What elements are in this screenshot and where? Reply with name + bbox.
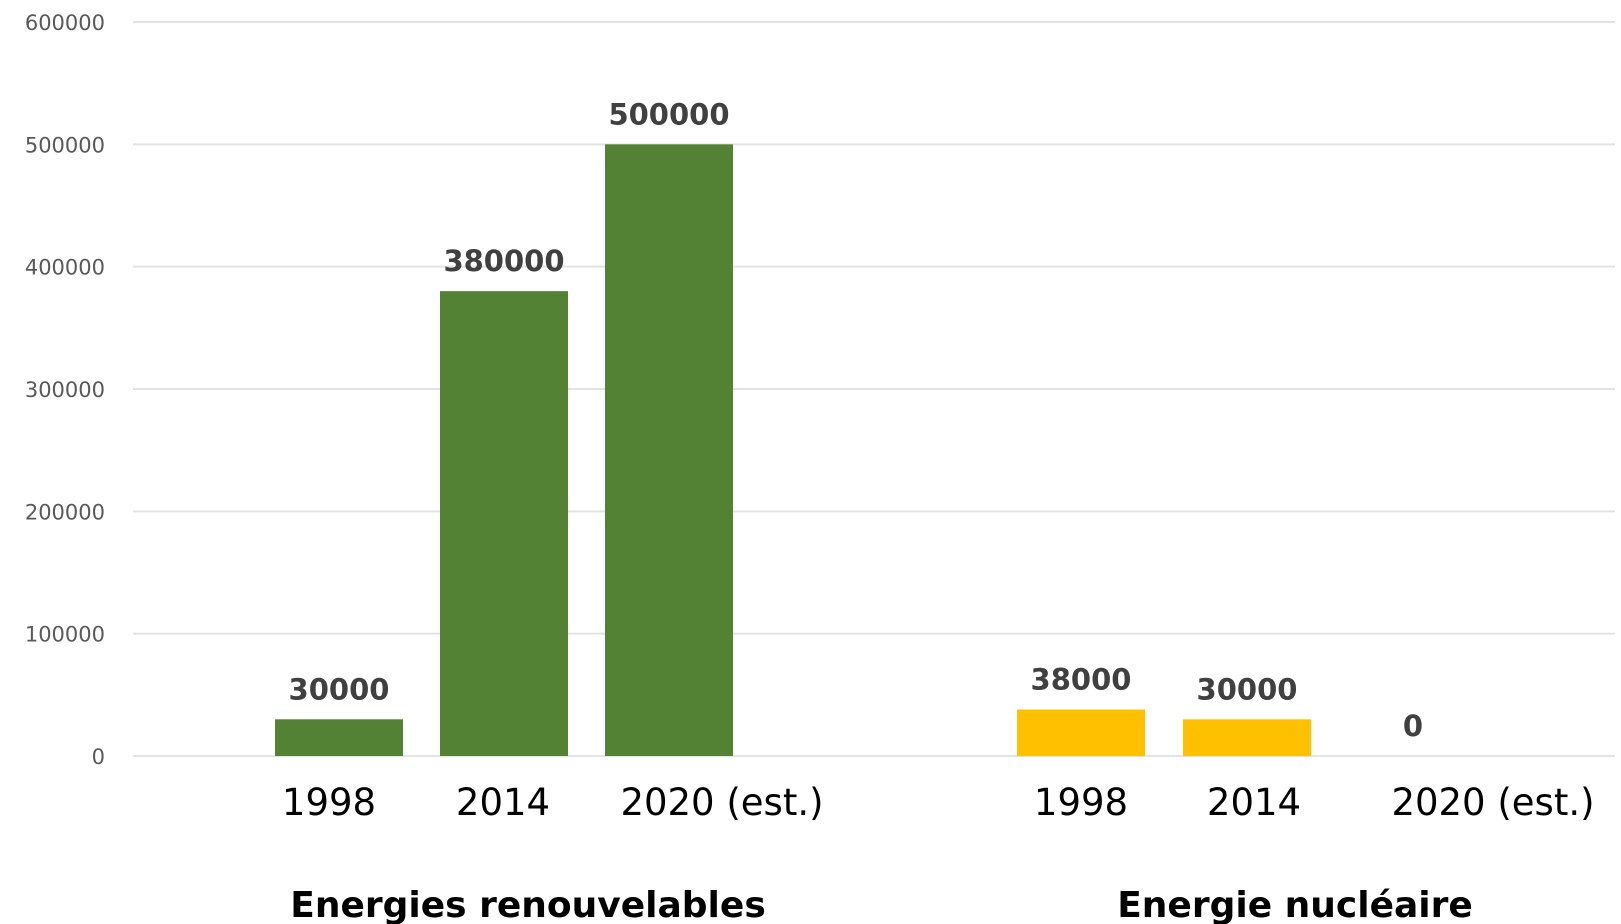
- y-tick-label: 100000: [25, 623, 105, 647]
- y-tick-label: 600000: [25, 11, 105, 35]
- bar: [275, 719, 403, 756]
- y-tick-label: 500000: [25, 133, 105, 157]
- y-tick-label: 0: [92, 745, 105, 769]
- category-label: 1998: [282, 781, 376, 824]
- category-label: 2014: [456, 781, 550, 824]
- data-label: 38000: [1031, 663, 1132, 697]
- category-label: 2020 (est.): [620, 781, 823, 824]
- y-tick-label: 200000: [25, 500, 105, 524]
- y-axis-ticks: 0 100000 200000 300000 400000 500000 600000: [25, 11, 105, 769]
- bar: [605, 144, 733, 757]
- category-labels: 1998 2014 2020 (est.) 1998 2014 2020 (est.): [282, 781, 1595, 824]
- y-tick-label: 400000: [25, 256, 105, 280]
- bar: [1017, 709, 1145, 756]
- data-label: 30000: [1197, 672, 1298, 706]
- bar: [1183, 719, 1311, 756]
- category-label: 2014: [1207, 781, 1301, 824]
- data-labels: 30000 380000 500000 38000 30000 0: [289, 97, 1424, 743]
- data-label: 380000: [443, 244, 564, 278]
- group-labels: Energies renouvelables Energie nucléaire: [290, 885, 1473, 924]
- bar: [440, 291, 568, 756]
- category-label: 1998: [1034, 781, 1128, 824]
- category-label: 2020 (est.): [1391, 781, 1594, 824]
- group-label: Energie nucléaire: [1117, 885, 1473, 924]
- gridlines: [133, 21, 1615, 757]
- data-label: 0: [1403, 709, 1423, 743]
- data-label: 30000: [289, 672, 390, 706]
- bars: [275, 144, 1311, 757]
- y-tick-label: 300000: [25, 378, 105, 402]
- group-label: Energies renouvelables: [290, 885, 766, 924]
- data-label: 500000: [608, 97, 729, 131]
